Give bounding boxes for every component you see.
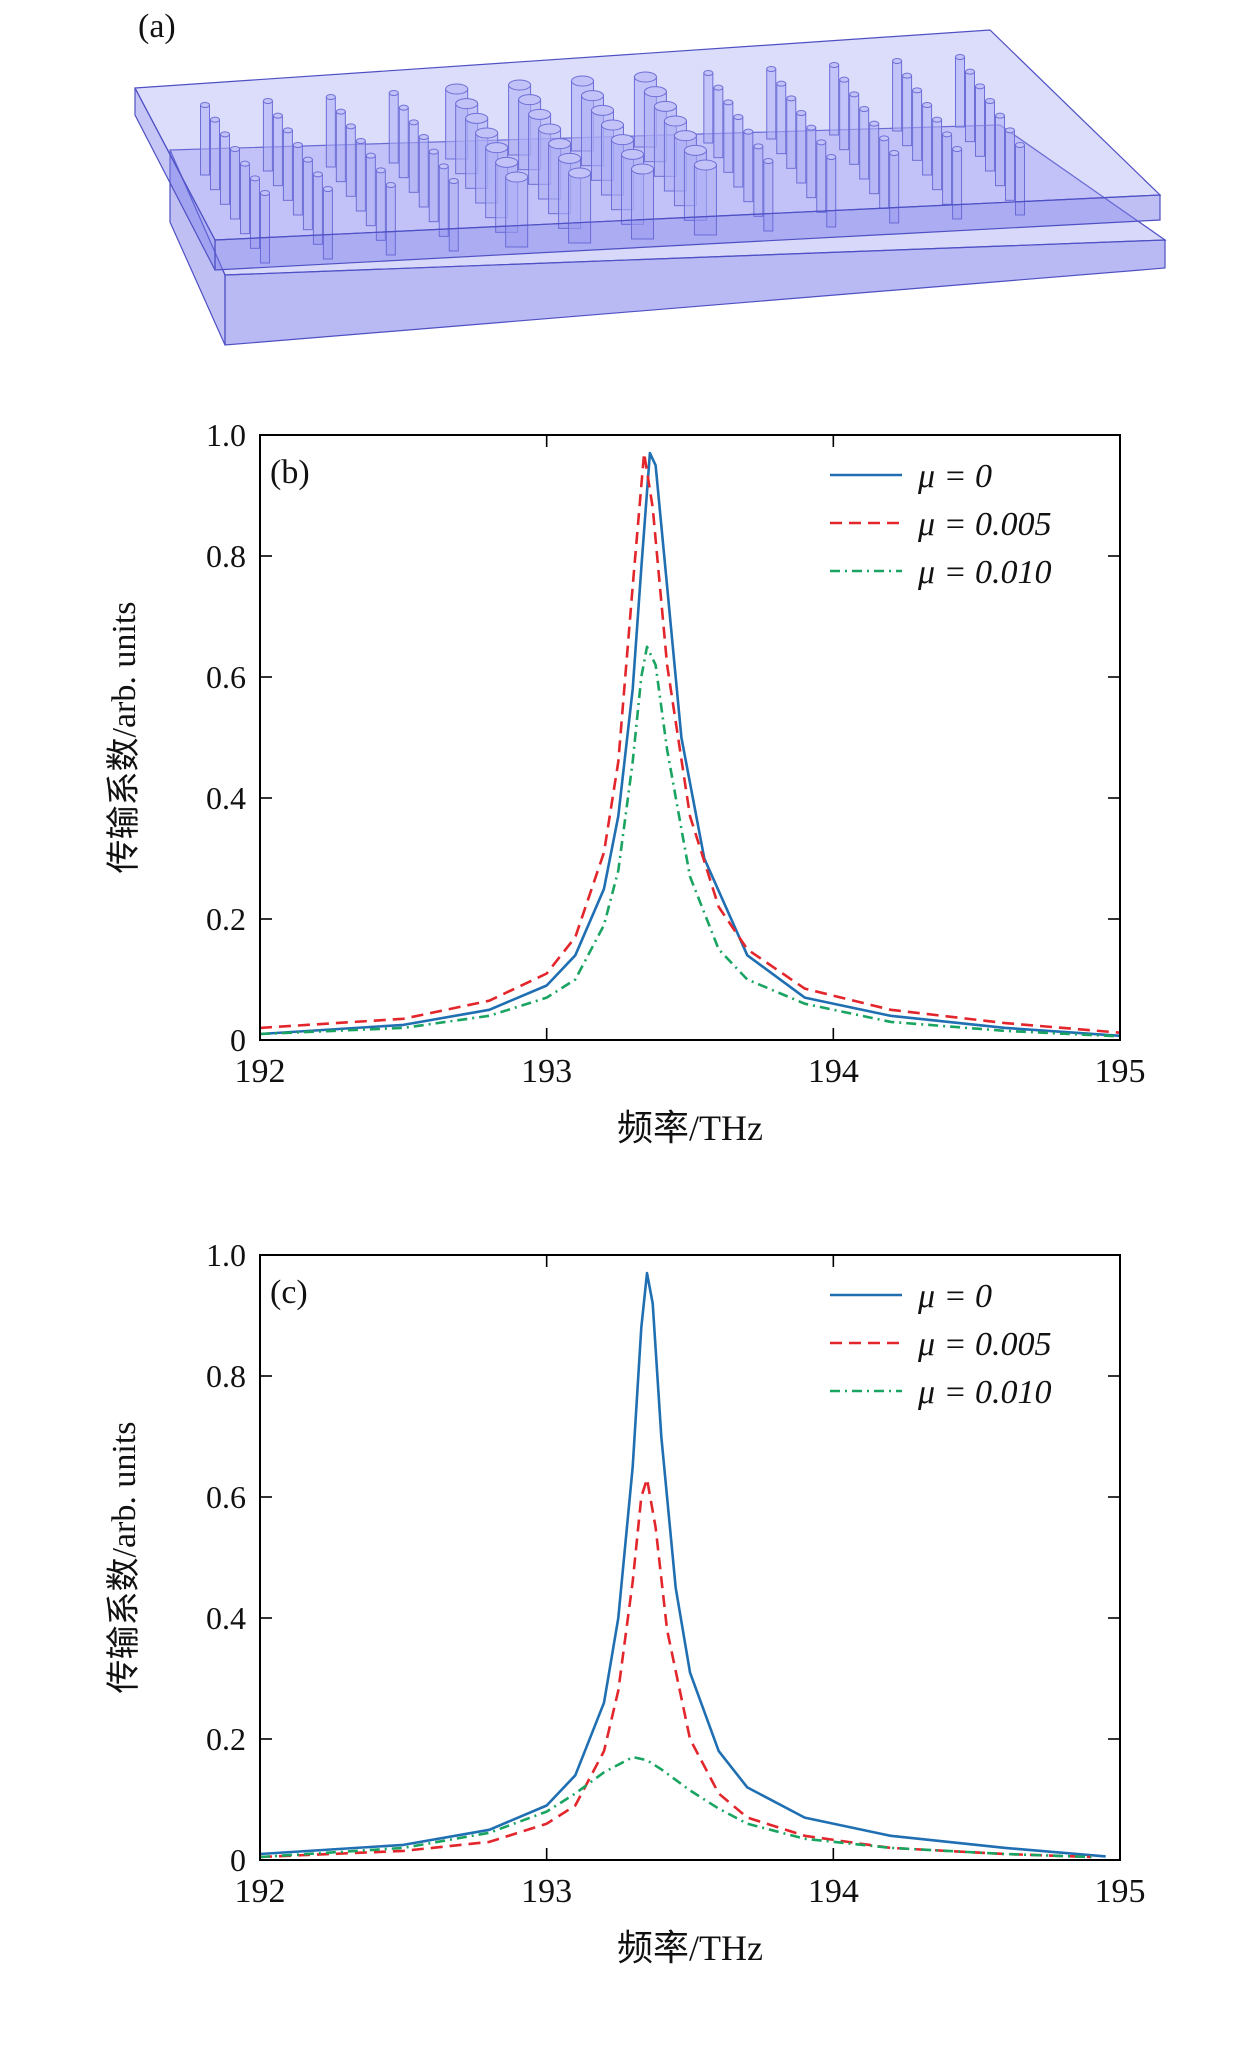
series-line-0	[260, 451, 1120, 1038]
legend-label: μ = 0.010	[917, 1374, 1052, 1411]
pillar	[892, 58, 903, 132]
legend-label: μ = 0.005	[917, 506, 1052, 543]
pillar	[703, 70, 714, 144]
pillar	[1005, 127, 1015, 201]
x-tick-label: 193	[521, 1053, 572, 1090]
x-tick-label: 195	[1095, 1053, 1146, 1090]
y-tick-label: 0.2	[206, 901, 246, 937]
pillar	[272, 112, 283, 187]
series-line-2	[260, 1755, 1092, 1859]
x-axis-label: 频率/THz	[617, 1108, 763, 1148]
pillar	[955, 54, 965, 128]
pillar	[408, 119, 419, 193]
y-axis-label: 传输系数/arb. units	[105, 1422, 143, 1694]
y-tick-label: 0.8	[206, 538, 246, 574]
series-line-1	[260, 1477, 1092, 1859]
x-tick-label: 195	[1095, 1873, 1146, 1910]
legend-label: μ = 0	[917, 1278, 992, 1315]
pillar	[806, 124, 817, 199]
pillar	[325, 94, 336, 168]
x-tick-label: 192	[235, 1053, 286, 1090]
pillar-array	[200, 54, 1025, 264]
chart-b-svg: 192 193 194 195 0 0.2 0.4 0.6 0.8 1.0 频率/THz 传输系数/a…	[105, 417, 1146, 1148]
pillar	[849, 91, 860, 165]
x-tick-label: 193	[521, 1873, 572, 1910]
y-tick-label: 0.2	[206, 1721, 246, 1757]
legend-label: μ = 0.005	[917, 1326, 1052, 1363]
series-line-2	[260, 645, 1120, 1038]
series-line-0	[260, 1271, 1106, 1858]
panel-a-illustration: (a)	[0, 0, 1260, 370]
y-tick-label: 0	[230, 1022, 246, 1058]
x-tick-label: 192	[235, 1873, 286, 1910]
pillar	[985, 98, 995, 172]
pillar	[743, 128, 754, 203]
pillar	[829, 62, 840, 136]
pillar	[365, 152, 376, 227]
pillar	[975, 83, 985, 157]
pillar	[859, 106, 870, 180]
pillar	[869, 120, 880, 195]
pillar	[418, 134, 429, 208]
pillar	[230, 146, 240, 220]
pillar	[733, 114, 744, 188]
x-axis-label: 频率/THz	[617, 1928, 763, 1968]
panel-label: (c)	[270, 1274, 308, 1311]
pillar	[922, 102, 933, 176]
pillar	[262, 98, 273, 172]
pillar	[220, 131, 230, 205]
x-tick-label: 194	[808, 1873, 859, 1910]
y-axis-label: 传输系数/arb. units	[105, 602, 143, 874]
pillar	[902, 72, 913, 147]
pillar	[345, 123, 356, 197]
pillar	[302, 156, 313, 231]
y-tick-label: 0.4	[206, 1600, 246, 1636]
pillar	[388, 90, 399, 164]
plot-frame	[259, 434, 1121, 1041]
pillar	[723, 99, 734, 173]
series-line-1	[260, 451, 1120, 1034]
y-tick-label: 0.4	[206, 780, 246, 816]
chart-c: 192 193 194 195 0 0.2 0.4 0.6 0.8 1.0 频率/THz 传输系数/a…	[0, 1225, 1260, 2055]
pillar	[995, 112, 1005, 187]
y-tick-label: 0.8	[206, 1358, 246, 1394]
chart-b: 192 193 194 195 0 0.2 0.4 0.6 0.8 1.0 频率/THz 传输系数/a…	[0, 405, 1260, 1235]
y-tick-label: 1.0	[206, 1237, 246, 1273]
pillar	[355, 138, 366, 212]
pillar	[200, 102, 210, 176]
y-tick-label: 0.6	[206, 1479, 246, 1515]
panel-a-label: (a)	[138, 8, 176, 45]
legend-label: μ = 0.010	[917, 554, 1052, 591]
pillar	[240, 160, 250, 235]
legend-label: μ = 0	[917, 458, 992, 495]
x-tick-label: 194	[808, 1053, 859, 1090]
chart-c-svg: 192 193 194 195 0 0.2 0.4 0.6 0.8 1.0 频率/THz 传输系数/a…	[105, 1237, 1146, 1968]
panel-label: (b)	[270, 454, 310, 491]
pillar	[292, 142, 303, 216]
pillar	[839, 76, 850, 151]
pillar	[335, 108, 346, 183]
photonic-crystal-slabs	[134, 29, 1167, 346]
y-tick-label: 1.0	[206, 417, 246, 453]
pillar	[965, 68, 975, 143]
pillar	[713, 84, 724, 159]
y-tick-label: 0	[230, 1842, 246, 1878]
pillar	[932, 116, 943, 191]
pillar	[282, 127, 293, 201]
pillar	[942, 131, 953, 205]
pillar	[776, 80, 787, 155]
pillar	[912, 87, 923, 161]
pillar	[766, 66, 777, 140]
pillar	[796, 110, 807, 184]
pillar	[786, 95, 797, 169]
pillar	[428, 148, 439, 223]
upper-slab	[134, 29, 1162, 271]
pillar	[398, 104, 409, 179]
pillar	[210, 116, 220, 191]
plot-frame	[259, 1254, 1121, 1861]
y-tick-label: 0.6	[206, 659, 246, 695]
